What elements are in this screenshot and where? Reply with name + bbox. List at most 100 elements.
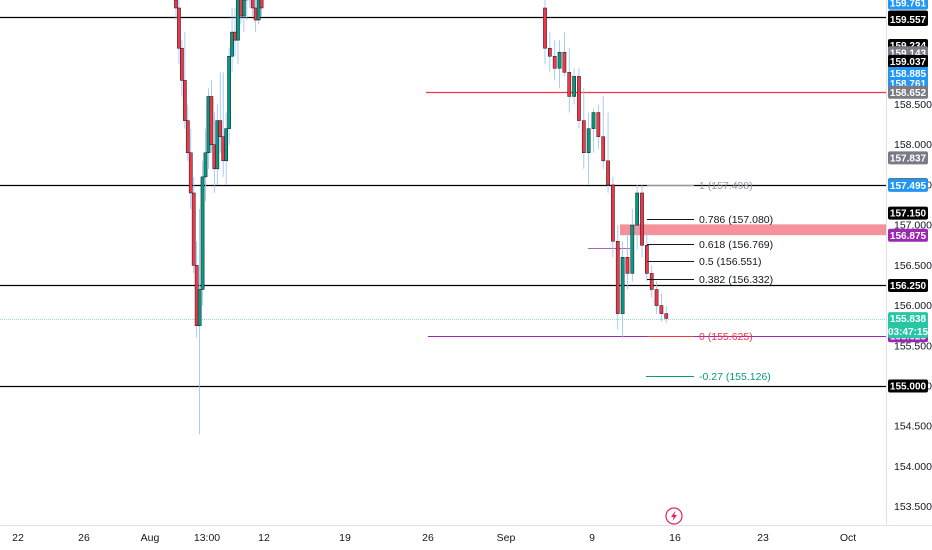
candle-body [615, 240, 620, 314]
time-tick-label: 26 [78, 532, 90, 544]
candle-body [180, 47, 184, 81]
lightning-icon[interactable] [665, 507, 683, 525]
time-tick-label: 16 [669, 532, 681, 544]
price-badge [888, 178, 928, 192]
price-badge-label: 157.495 [890, 181, 927, 192]
price-tick-label: 155.500 [894, 340, 932, 352]
candle-body [218, 120, 223, 137]
time-tick-label: 19 [339, 532, 351, 544]
candle-body [548, 47, 552, 57]
price-tick-label: 154.000 [894, 461, 932, 473]
price-badge-label: 157.150 [890, 209, 927, 220]
price-badge-label: 159.557 [890, 15, 927, 26]
fib-level-label: 0.618 (156.769) [699, 239, 773, 251]
candle-body [635, 192, 639, 226]
fib-level-label: -0.27 (155.126) [699, 371, 771, 383]
time-tick-label: Oct [840, 532, 856, 544]
price-tick-label: 158.000 [894, 139, 932, 151]
candle-body [601, 136, 606, 162]
time-tick-label: 22 [12, 532, 24, 544]
candle-body [259, 0, 264, 9]
candle-body [591, 112, 596, 129]
fib-level-label: 0 (155.625) [699, 331, 753, 343]
time-tick-label: Aug [141, 532, 160, 544]
price-tick-label: 153.500 [894, 501, 932, 513]
price-badge-label: 159.761 [890, 0, 927, 10]
candle-body [664, 313, 669, 319]
candle-body [577, 76, 581, 121]
price-badge [888, 12, 928, 26]
candle-body [203, 152, 208, 178]
candle-body [645, 245, 649, 274]
level-lines [0, 16, 886, 388]
candle-body [191, 192, 196, 266]
candle-body [224, 128, 229, 162]
price-badge-label: 157.837 [890, 153, 927, 164]
plot-background [0, 0, 886, 525]
time-tick-label: 9 [589, 532, 595, 544]
candle-body [611, 184, 615, 242]
price-badge [888, 278, 928, 292]
candle-body [654, 289, 659, 306]
price-badge-label: 158.885 [890, 69, 927, 80]
candle-body [209, 96, 214, 145]
candle-body [250, 0, 255, 9]
price-tick-label: 156.500 [894, 260, 932, 272]
time-tick-label: 12 [258, 532, 270, 544]
candle-body [562, 51, 567, 73]
price-badge [888, 67, 928, 81]
price-badge [888, 151, 928, 165]
candle-body [557, 51, 562, 69]
fib-level-label: 0.5 (156.551) [699, 256, 761, 268]
candle-body [174, 0, 178, 9]
candle-body [552, 55, 557, 69]
current-price-badge [888, 312, 928, 339]
candle-body [581, 120, 586, 154]
price-badge-label: 158.761 [890, 79, 927, 90]
price-badge-label: 159.143 [890, 48, 927, 59]
price-badge [888, 85, 928, 99]
current-price-label: 155.838 [890, 314, 927, 325]
price-badge-label: 159.037 [890, 57, 927, 68]
countdown-label: 03:47:15 [888, 327, 928, 338]
candle-body [242, 0, 246, 17]
candle-body [567, 72, 572, 97]
candle-body [230, 31, 234, 57]
price-badge [888, 0, 928, 10]
price-badge [888, 206, 928, 220]
price-badge [888, 54, 928, 68]
price-tick-label: 156.000 [894, 300, 932, 312]
supply-zone[interactable] [620, 224, 886, 236]
fib-level-label: 0.382 (156.332) [699, 274, 773, 286]
time-tick-label: 13:00 [194, 532, 220, 544]
price-badge-label: 155.000 [890, 382, 927, 393]
price-tick-label: 158.500 [894, 99, 932, 111]
fib-retracement[interactable]: 1 (157.498) 0.786 (157.080) 0.618 (156.769… [646, 180, 773, 383]
candle-body [586, 128, 591, 154]
fib-level-label: 0.786 (157.080) [699, 214, 773, 226]
candle-body [620, 257, 625, 314]
candle-body [543, 7, 547, 49]
candle-body [659, 305, 664, 314]
candle-body [625, 257, 630, 274]
price-badge [888, 379, 928, 393]
candles [174, 0, 669, 435]
time-axis[interactable]: 22 26 Aug 13:00 12 19 26 Sep 9 16 23 Oct [12, 532, 856, 544]
candle-body [183, 80, 187, 121]
candle-body [177, 7, 181, 49]
candle-body [188, 152, 193, 194]
fib-level-label: 1 (157.498) [699, 180, 753, 192]
candle-body [185, 120, 190, 154]
price-badges: 159.761159.588159.557159.234159.143159.0… [888, 0, 928, 393]
price-badge-label: 158.652 [890, 88, 927, 99]
price-tick-label: 154.500 [894, 421, 932, 433]
candle-body [649, 273, 654, 290]
price-tick-label: 157.000 [894, 220, 932, 232]
candle-body [215, 120, 220, 170]
candle-body [572, 76, 576, 97]
time-tick-label: 26 [422, 532, 434, 544]
price-badge-label: 156.250 [890, 281, 927, 292]
time-tick-label: 23 [757, 532, 769, 544]
time-tick-label: Sep [497, 532, 516, 544]
